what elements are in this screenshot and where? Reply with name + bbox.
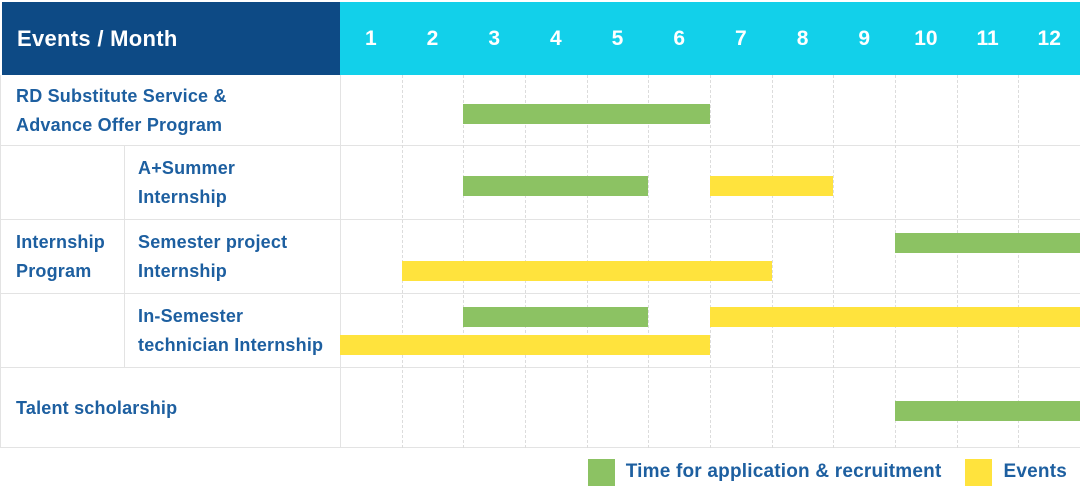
row-divider <box>0 219 1080 220</box>
row-divider <box>0 447 1080 448</box>
group-column-divider <box>124 146 125 368</box>
gantt-bar-green <box>895 233 1080 253</box>
events-month-header-label: Events / Month <box>17 25 178 51</box>
month-grid-line <box>957 75 958 448</box>
month-header-9: 9 <box>858 26 871 50</box>
month-grid-line <box>1018 75 1019 448</box>
gantt-bar-yellow <box>710 176 834 196</box>
row-label: A+Summer Internship <box>138 158 236 207</box>
month-header-1: 1 <box>364 26 377 50</box>
legend: Time for application & recruitment Event… <box>0 452 1067 492</box>
row-label: RD Substitute Service & Advance Offer Pro… <box>16 85 227 135</box>
month-grid-line <box>833 75 834 448</box>
month-header-12: 12 <box>1037 26 1061 50</box>
gantt-bar-yellow <box>340 335 710 355</box>
legend-label-events: Events <box>1003 461 1067 482</box>
gantt-bar-green <box>895 401 1080 421</box>
month-header-4: 4 <box>550 26 562 50</box>
month-header-row: 1 2 3 4 5 6 7 8 9 10 11 12 <box>340 2 1080 75</box>
gantt-bar-yellow <box>710 307 1080 327</box>
table-left-border <box>0 75 1 448</box>
month-header-7: 7 <box>735 26 747 50</box>
month-grid-line <box>772 75 773 448</box>
table-header: Events / Month 1 2 3 4 5 6 7 8 9 10 11 1… <box>2 2 1080 75</box>
legend-swatch-application-recruitment <box>587 458 615 486</box>
month-header-11: 11 <box>976 26 999 50</box>
month-header-6: 6 <box>673 26 686 50</box>
row-label: In-Semester technician Internship <box>138 306 324 355</box>
legend-label-application-recruitment: Time for application & recruitment <box>625 461 942 482</box>
row-divider <box>0 145 1080 146</box>
gantt-bar-green <box>463 176 649 196</box>
month-header-2: 2 <box>426 26 439 50</box>
gantt-bar-green <box>463 103 710 124</box>
month-header-8: 8 <box>796 26 809 50</box>
month-header-5: 5 <box>611 26 624 50</box>
month-header-3: 3 <box>488 26 501 50</box>
row-divider <box>0 293 1080 294</box>
gantt-bar-green <box>463 307 649 327</box>
row-divider <box>0 367 1080 368</box>
gantt-bar-yellow <box>401 261 772 281</box>
row-label: Talent scholarship <box>16 397 178 418</box>
month-header-10: 10 <box>914 26 938 50</box>
month-grid-line <box>895 75 896 448</box>
legend-swatch-events <box>965 458 993 486</box>
row-label: Semester project Internship <box>138 232 288 281</box>
group-label-internship-program: Internship Program <box>16 232 106 281</box>
label-column-divider <box>340 75 341 448</box>
events-month-header-cell: Events / Month <box>2 2 340 75</box>
